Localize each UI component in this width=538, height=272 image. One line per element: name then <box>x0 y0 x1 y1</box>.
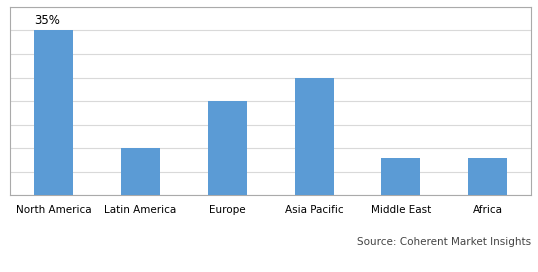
Bar <box>381 158 421 195</box>
Bar <box>294 78 334 195</box>
Bar <box>34 30 73 195</box>
Text: Source: Coherent Market Insights: Source: Coherent Market Insights <box>357 237 531 247</box>
Bar <box>121 148 160 195</box>
Bar <box>208 101 247 195</box>
Bar <box>468 158 507 195</box>
Text: 35%: 35% <box>34 14 60 27</box>
